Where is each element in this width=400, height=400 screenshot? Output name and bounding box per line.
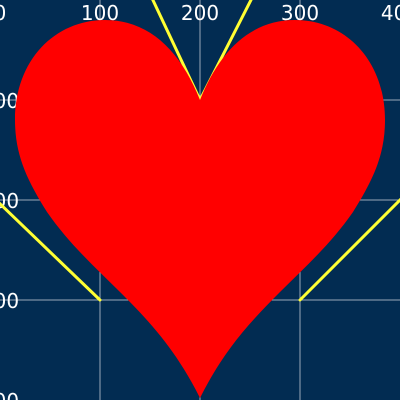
y-tick-label-200: 200 [0, 189, 19, 213]
y-tick-label-400: 400 [0, 389, 19, 400]
guide-line-bottom-right [298, 197, 400, 302]
x-tick-label-400: 400 [381, 1, 400, 25]
x-tick-label-200: 200 [181, 1, 219, 25]
y-tick-label-300: 300 [0, 289, 19, 313]
heart-shape [15, 20, 385, 398]
y-tick-label-100: 100 [0, 89, 19, 113]
guide-line-bottom-left [0, 201, 102, 302]
x-tick-label-0: 0 [0, 1, 6, 25]
